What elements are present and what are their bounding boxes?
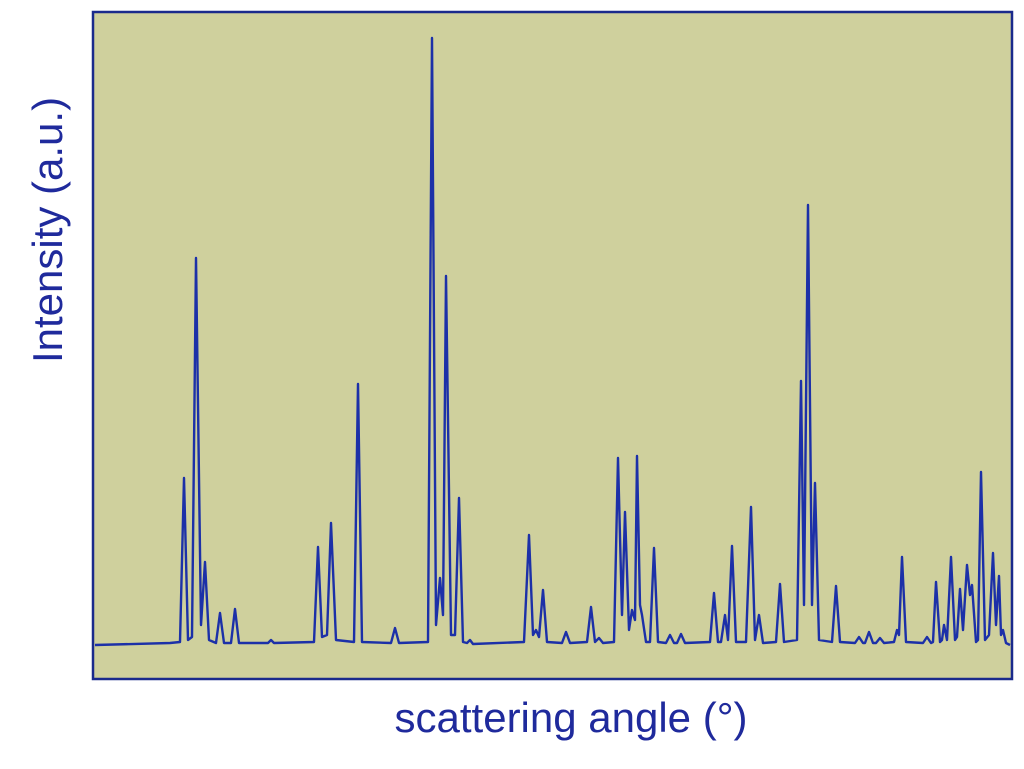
data-line: [94, 36, 1011, 647]
plot-area: [91, 10, 1014, 681]
x-axis-label: scattering angle (°): [395, 694, 748, 741]
y-axis-label: Intensity (a.u.): [24, 97, 71, 363]
